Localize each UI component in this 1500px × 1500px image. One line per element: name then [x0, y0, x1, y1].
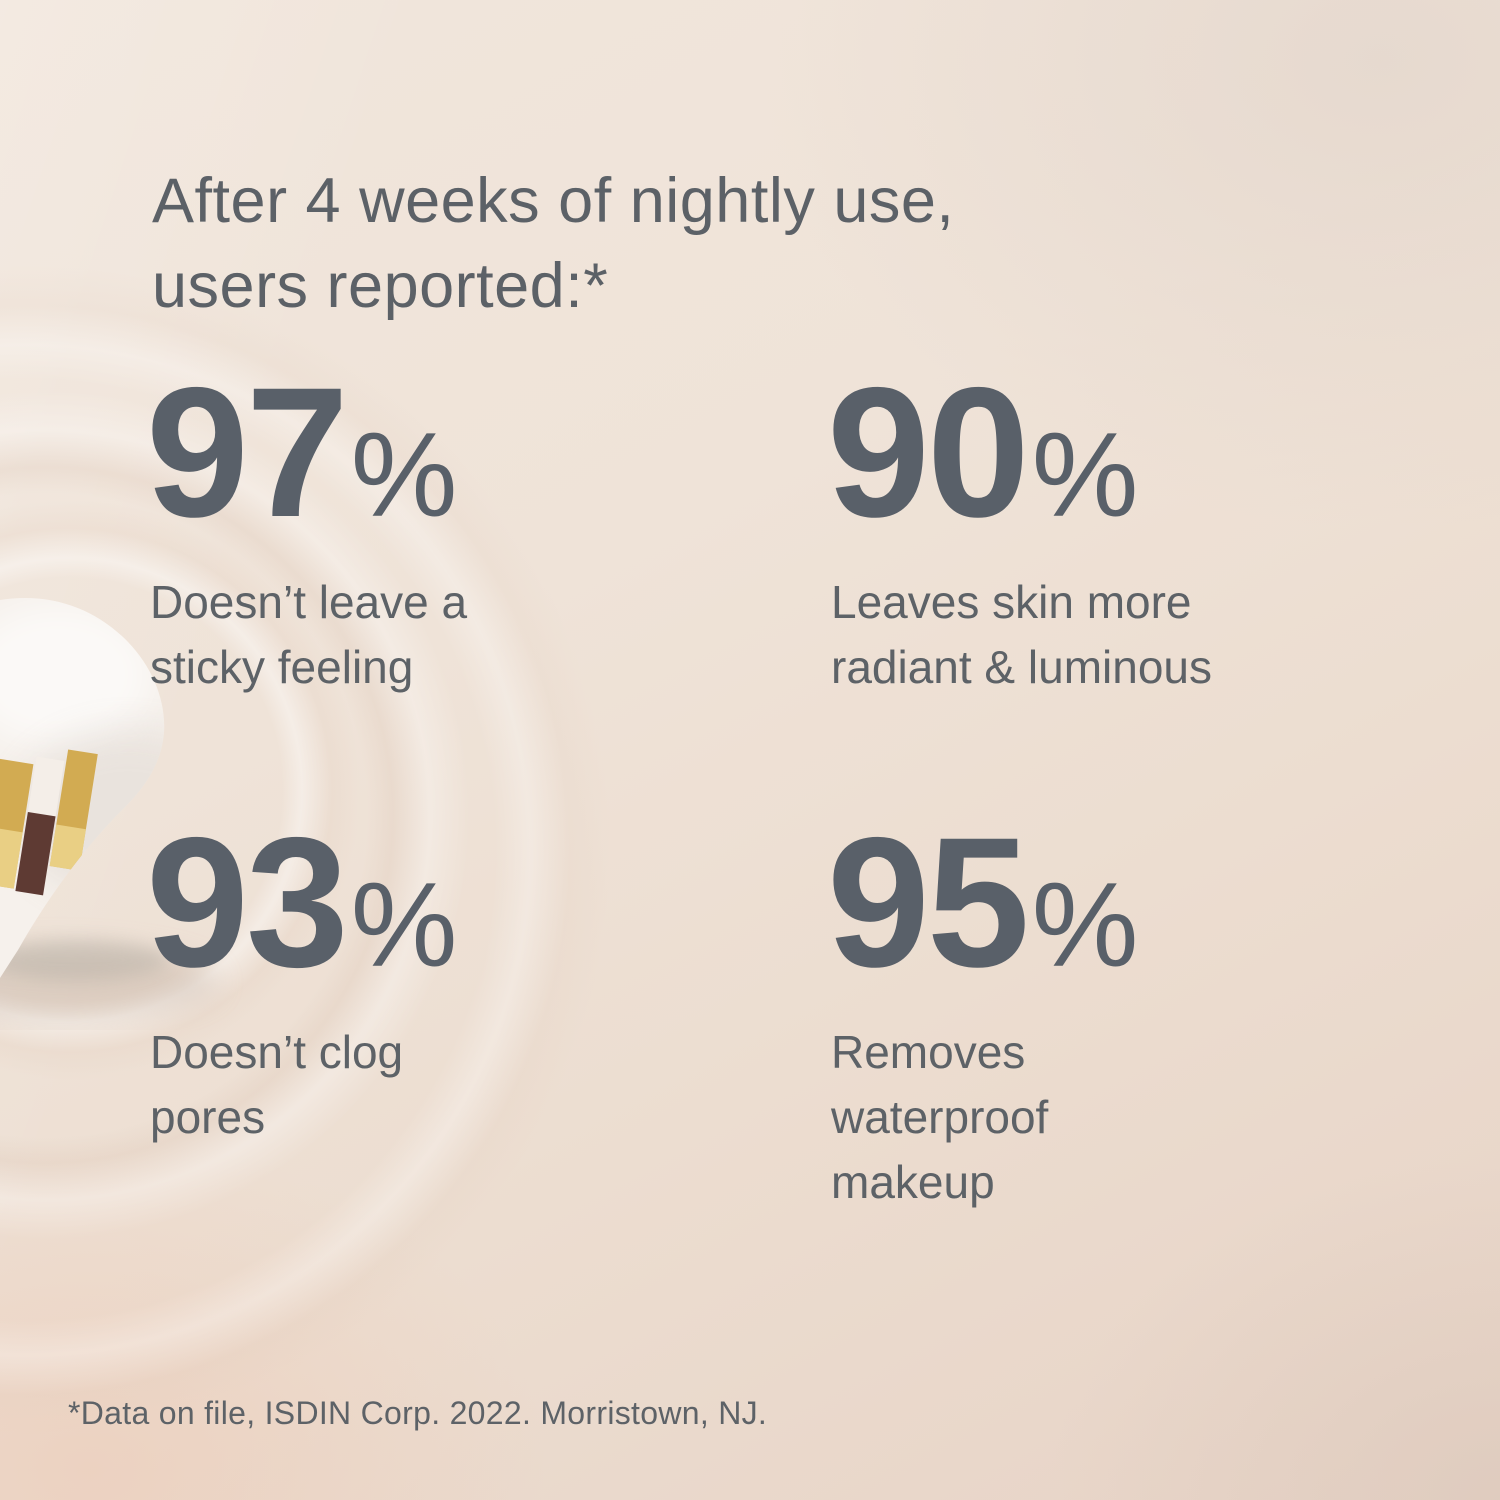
stat-block-clog-pores: 93% Doesn’t clog pores: [146, 811, 706, 1150]
stat-value: 93: [146, 800, 349, 1006]
stat-value: 95: [827, 800, 1030, 1006]
percent-sign: %: [1031, 408, 1139, 542]
stat-block-sticky-feeling: 97% Doesn’t leave a sticky feeling: [146, 361, 706, 700]
stat-description: Doesn’t leave a sticky feeling: [150, 576, 468, 693]
stat-number: 95%: [827, 811, 1387, 1018]
percent-sign: %: [1031, 858, 1139, 992]
stat-value: 90: [827, 350, 1030, 556]
stat-description: Doesn’t clog pores: [150, 1026, 404, 1143]
stat-block-waterproof-makeup: 95% Removes waterproof makeup: [827, 811, 1387, 1215]
stat-number: 90%: [827, 361, 1387, 568]
stat-block-radiant-luminous: 90% Leaves skin more radiant & luminous: [827, 361, 1387, 700]
percent-sign: %: [350, 408, 458, 542]
stat-number: 97%: [146, 361, 706, 568]
tube-stripe-band: [0, 749, 98, 896]
percent-sign: %: [350, 858, 458, 992]
footnote: *Data on file, ISDIN Corp. 2022. Morrist…: [68, 1395, 768, 1431]
stat-number: 93%: [146, 811, 706, 1018]
headline: After 4 weeks of nightly use, users repo…: [152, 166, 955, 321]
product-tube-image: [0, 597, 218, 1018]
stat-description: Removes waterproof makeup: [831, 1026, 1049, 1208]
stat-value: 97: [146, 350, 349, 556]
stat-description: Leaves skin more radiant & luminous: [831, 576, 1212, 693]
